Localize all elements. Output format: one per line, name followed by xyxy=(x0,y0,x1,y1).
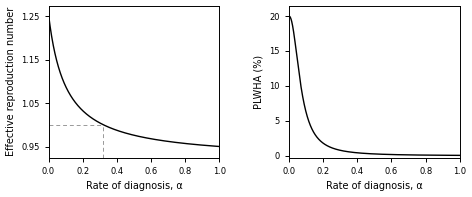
X-axis label: Rate of diagnosis, α: Rate of diagnosis, α xyxy=(326,181,423,191)
Y-axis label: Effective reproduction number: Effective reproduction number xyxy=(6,7,16,156)
Y-axis label: PLWHA (%): PLWHA (%) xyxy=(254,55,264,109)
X-axis label: Rate of diagnosis, α: Rate of diagnosis, α xyxy=(85,181,182,191)
